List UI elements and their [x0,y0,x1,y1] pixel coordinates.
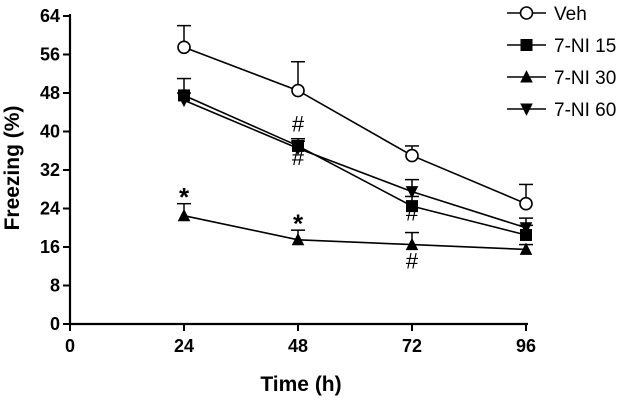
series-line [183,214,527,251]
significance-star: * [293,209,304,239]
y-tick-label: 64 [40,6,60,26]
legend-item: 7-NI 15 [507,36,616,57]
data-point [291,232,305,246]
series-7-ni-60 [177,92,533,235]
legend-label: 7-NI 60 [554,100,616,121]
legend-item: 7-NI 60 [507,100,616,121]
data-point [405,186,419,199]
x-axis-title: Time (h) [260,373,341,396]
legend-marker [520,39,533,51]
series-7-ni-15 [177,77,533,241]
legend-marker [520,103,533,116]
legend-label: Veh [554,4,587,25]
y-tick-label: 0 [50,314,60,334]
significance-hash: # [292,145,305,170]
x-tick-label: 24 [174,336,194,356]
y-tick-label: 56 [40,45,60,65]
data-point [291,83,305,98]
significance-hash: # [406,201,419,226]
data-point [292,139,304,152]
data-point [177,208,191,222]
legend-marker [519,6,534,20]
data-point [405,148,419,163]
data-point [520,228,532,241]
data-point [519,196,533,211]
legend-item: Veh [507,4,587,25]
series-line [183,46,527,205]
data-point [519,242,533,255]
x-tick-label: 48 [288,336,308,356]
y-tick-label: 32 [40,160,60,180]
legend-label: 7-NI 15 [554,36,616,57]
y-tick-label: 48 [40,83,60,103]
data-point [406,200,418,213]
significance-hash: # [292,112,305,137]
series-veh [177,24,533,211]
y-tick-label: 24 [40,199,60,219]
x-tick-label: 96 [516,336,536,356]
y-tick-label: 16 [40,237,60,257]
legend-label: 7-NI 30 [554,68,616,89]
series-line [183,94,527,236]
y-axis-title: Freezing (%) [1,106,24,231]
y-tick-label: 40 [40,122,60,142]
legend: Veh 7-NI 15 7-NI 30 7-NI 60 [507,4,616,121]
x-tick-label: 0 [65,336,75,356]
annotations: * * # # # # [179,112,419,274]
axes: 0 8 16 24 32 40 48 56 64 0 24 48 72 96 [40,6,536,356]
x-tick-label: 72 [402,336,422,356]
significance-star: * [179,182,190,212]
data-point [178,89,190,102]
series-7-ni-30 [177,202,533,255]
legend-item: 7-NI 30 [507,68,616,89]
series-layer [177,24,533,255]
significance-hash: # [406,249,419,274]
data-point [177,40,191,55]
legend-marker [520,70,533,83]
y-tick-label: 8 [50,276,60,296]
series-line [183,99,527,229]
data-point [405,237,419,251]
